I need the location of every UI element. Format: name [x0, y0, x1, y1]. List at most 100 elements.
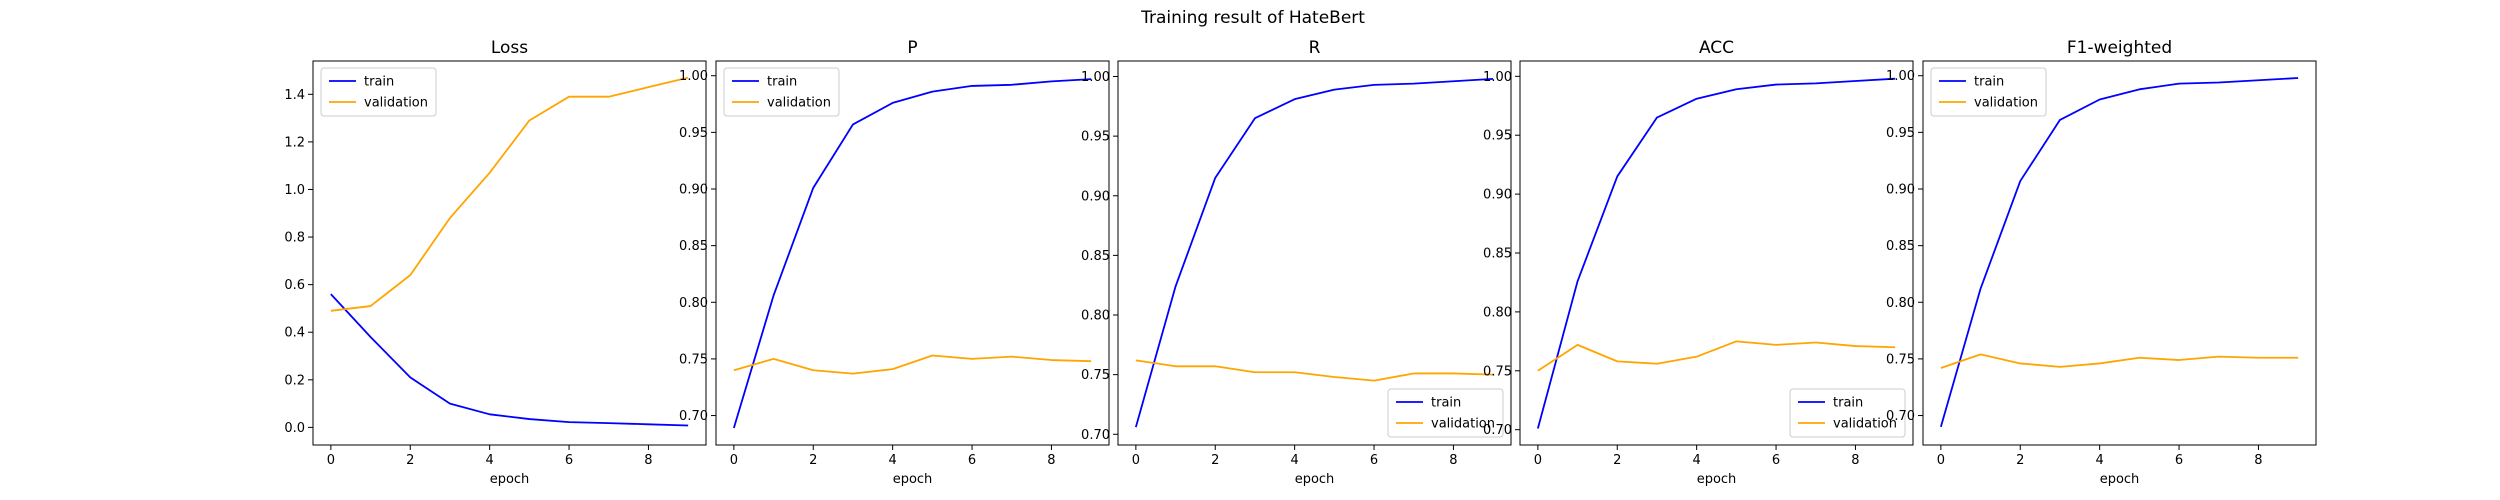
series-line-validation — [733, 354, 1092, 375]
x-tick-label: 8 — [1047, 453, 1055, 468]
chart-panel-4: F1-weighted 0 2 4 6 8 0.70 0.75 0.80 0.85 0.90 0.95… — [1886, 38, 2317, 487]
y-tick-label: 1.4 — [284, 88, 305, 103]
legend-label: validation — [1974, 96, 2038, 111]
figure-title: Training result of HateBert — [1140, 8, 1365, 28]
plot-frame — [1117, 60, 1512, 446]
series-line-train — [330, 293, 689, 427]
panel-title: ACC — [1699, 38, 1734, 58]
x-axis-label: epoch — [490, 472, 530, 487]
y-tick-label: 0.90 — [1081, 189, 1110, 204]
y-tick-label: 1.00 — [1081, 70, 1110, 85]
legend-label: validation — [364, 96, 428, 111]
y-tick-label: 0.70 — [1483, 423, 1512, 438]
x-tick-label: 2 — [1211, 453, 1219, 468]
y-tick-label: 0.0 — [284, 421, 305, 436]
x-tick-label: 2 — [809, 453, 817, 468]
series-line-train — [732, 78, 1092, 429]
legend-box — [1387, 388, 1504, 438]
x-axis-label: epoch — [1295, 472, 1335, 487]
y-tick-label: 0.95 — [1081, 130, 1110, 145]
x-axis-label: epoch — [1697, 472, 1737, 487]
series-line-validation — [330, 76, 689, 312]
legend-label: train — [364, 75, 394, 90]
legend-box — [320, 67, 437, 117]
y-tick-label: 0.2 — [284, 373, 305, 388]
y-tick-label: 1.2 — [284, 135, 305, 150]
x-tick-label: 8 — [644, 453, 652, 468]
y-tick-label: 0.85 — [679, 239, 708, 254]
x-tick-label: 0 — [327, 453, 335, 468]
x-tick-label: 6 — [565, 453, 573, 468]
y-tick-label: 0.90 — [1483, 188, 1512, 203]
y-tick-label: 0.75 — [1886, 352, 1915, 367]
y-tick-label: 0.85 — [1886, 239, 1915, 254]
panel-title: F1-weighted — [2067, 38, 2172, 58]
x-tick-label: 4 — [1291, 453, 1299, 468]
legend: train validation — [1930, 67, 2047, 117]
x-tick-label: 0 — [1937, 453, 1945, 468]
legend: train validation — [723, 67, 840, 117]
panels-container: Loss 0 2 4 6 8 0.0 0.2 0.4 0.6 0.8 1.0 1.2 1.4 epoch tr… — [284, 38, 2317, 487]
legend: train validation — [1789, 388, 1906, 438]
chart-panel-2: R 0 2 4 6 8 0.70 0.75 0.80 0.85 0.90 0.95 1.00 epoch t… — [1081, 38, 1512, 487]
y-tick-label: 0.75 — [679, 352, 708, 367]
series-line-validation — [1940, 353, 2299, 369]
y-tick-label: 0.6 — [284, 278, 305, 293]
x-tick-label: 4 — [486, 453, 494, 468]
y-tick-label: 0.95 — [679, 126, 708, 141]
panel-title: R — [1309, 38, 1321, 58]
legend-box — [1789, 388, 1906, 438]
y-tick-label: 0.85 — [1483, 247, 1512, 262]
panel-title: Loss — [491, 38, 528, 58]
y-tick-label: 0.85 — [1081, 249, 1110, 264]
series-line-train — [1134, 77, 1494, 428]
x-axis-label: epoch — [2100, 472, 2140, 487]
series-line-train — [1536, 77, 1896, 429]
legend-label: train — [767, 75, 797, 90]
y-tick-label: 0.4 — [284, 326, 305, 341]
plot-frame — [1922, 60, 2317, 446]
panel-title: P — [907, 38, 917, 58]
x-tick-label: 2 — [2016, 453, 2024, 468]
x-tick-label: 6 — [968, 453, 976, 468]
series-line-validation — [1537, 340, 1896, 372]
y-tick-label: 1.00 — [1886, 69, 1915, 84]
legend: train validation — [1387, 388, 1504, 438]
series-line-validation — [1135, 359, 1494, 382]
legend-label: train — [1431, 396, 1461, 411]
plot-frame — [1519, 60, 1914, 446]
legend: train validation — [320, 67, 437, 117]
y-tick-label: 0.90 — [1886, 183, 1915, 198]
y-tick-label: 0.70 — [1081, 428, 1110, 443]
x-tick-label: 6 — [1370, 453, 1378, 468]
y-tick-label: 0.70 — [679, 409, 708, 424]
y-tick-label: 0.95 — [1886, 126, 1915, 141]
series-line-train — [1939, 77, 2299, 428]
x-tick-label: 6 — [1772, 453, 1780, 468]
legend-label: validation — [1431, 417, 1495, 432]
y-tick-label: 0.90 — [679, 183, 708, 198]
plot-frame — [312, 60, 707, 446]
y-tick-label: 0.75 — [1081, 368, 1110, 383]
x-tick-label: 8 — [1449, 453, 1457, 468]
legend-label: validation — [767, 96, 831, 111]
y-tick-label: 0.80 — [1081, 309, 1110, 324]
y-tick-label: 0.80 — [1483, 305, 1512, 320]
legend-box — [723, 67, 840, 117]
y-tick-label: 1.00 — [679, 69, 708, 84]
x-tick-label: 0 — [1132, 453, 1140, 468]
x-tick-label: 0 — [730, 453, 738, 468]
x-tick-label: 8 — [2254, 453, 2262, 468]
chart-panel-1: P 0 2 4 6 8 0.70 0.75 0.80 0.85 0.90 0.95 1.00 epoch t… — [679, 38, 1110, 487]
plot-frame — [715, 60, 1110, 446]
x-tick-label: 2 — [1613, 453, 1621, 468]
y-tick-label: 1.00 — [1483, 70, 1512, 85]
y-tick-label: 0.75 — [1483, 364, 1512, 379]
legend-label: validation — [1833, 417, 1897, 432]
x-tick-label: 4 — [889, 453, 897, 468]
chart-panel-0: Loss 0 2 4 6 8 0.0 0.2 0.4 0.6 0.8 1.0 1.2 1.4 epoch tr… — [284, 38, 707, 487]
y-tick-label: 1.0 — [284, 183, 305, 198]
x-tick-label: 4 — [1693, 453, 1701, 468]
x-tick-label: 2 — [406, 453, 414, 468]
